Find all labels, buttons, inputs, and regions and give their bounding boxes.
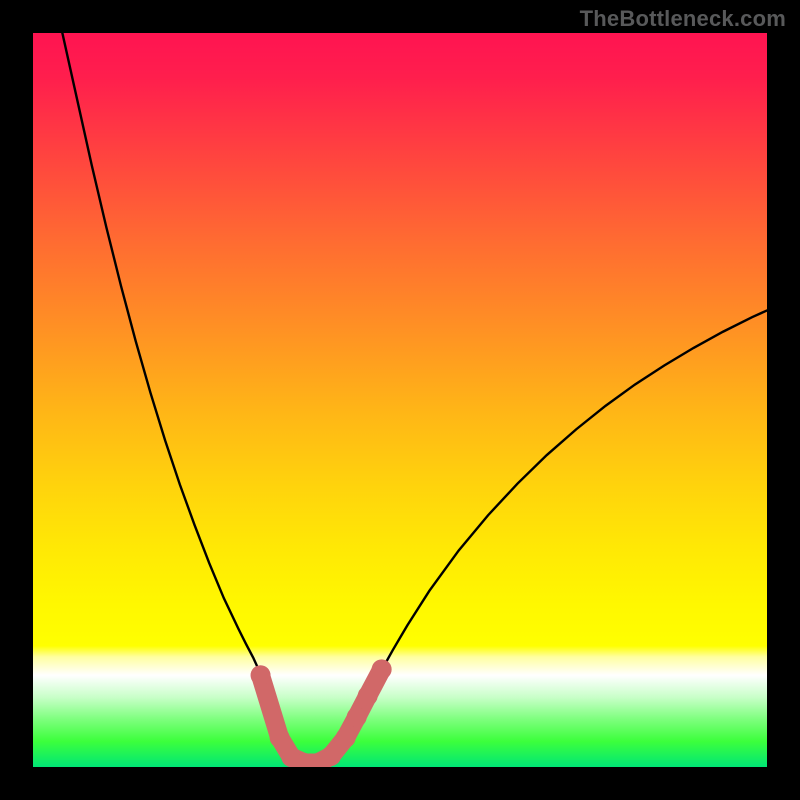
marker-dot <box>321 746 341 766</box>
marker-dot <box>251 665 271 685</box>
chart-background <box>33 33 767 767</box>
marker-dot <box>270 728 290 748</box>
marker-dot <box>336 728 356 748</box>
chart-frame: TheBottleneck.com <box>0 0 800 800</box>
chart-svg <box>33 33 767 767</box>
marker-dot <box>347 707 367 727</box>
marker-dot <box>372 659 392 679</box>
watermark-text: TheBottleneck.com <box>580 6 786 32</box>
plot-area <box>33 33 767 767</box>
marker-dot <box>358 686 378 706</box>
